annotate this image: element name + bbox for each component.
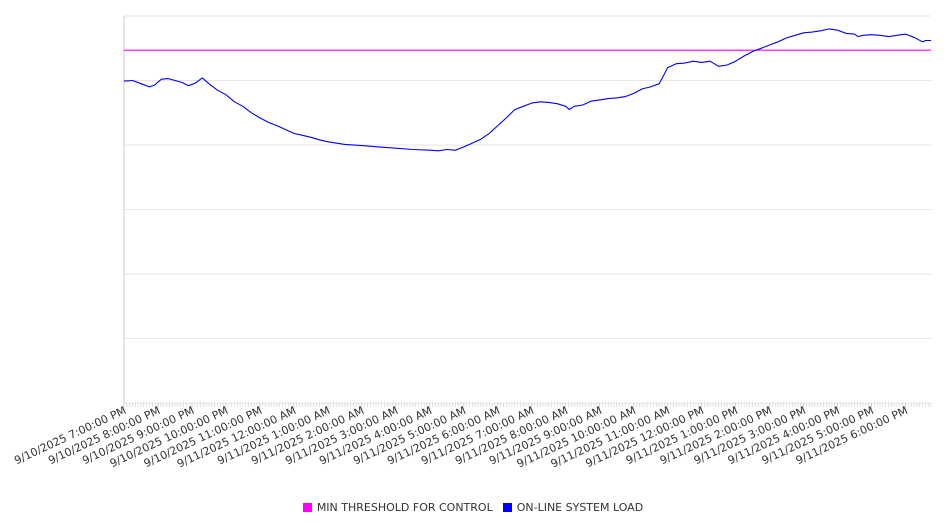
- x-axis-tick-labels: 9/10/2025 7:00:00 PM9/10/2025 8:00:00 PM…: [12, 403, 910, 471]
- grid-lines: [124, 15, 931, 404]
- system-load-line: [123, 28, 931, 152]
- x-axis-minor-ticks: [123, 403, 932, 407]
- legend-swatch-system-load: [502, 502, 512, 512]
- legend-swatch-threshold: [302, 502, 312, 512]
- legend-label-system-load: ON-LINE SYSTEM LOAD: [516, 500, 644, 514]
- legend-item-threshold[interactable]: MIN THRESHOLD FOR CONTROL: [302, 500, 493, 514]
- series-lines: [123, 28, 931, 152]
- legend-item-system-load[interactable]: ON-LINE SYSTEM LOAD: [502, 500, 644, 514]
- chart-legend: MIN THRESHOLD FOR CONTROL ON-LINE SYSTEM…: [0, 498, 946, 516]
- legend-label-threshold: MIN THRESHOLD FOR CONTROL: [316, 500, 493, 514]
